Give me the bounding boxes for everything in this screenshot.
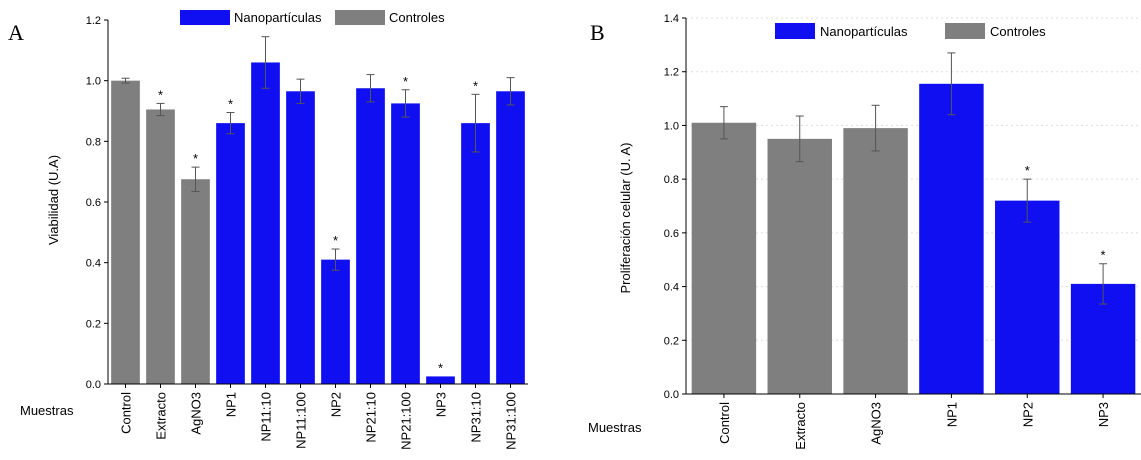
legend-swatch-nanoparticulas: [775, 23, 815, 39]
category-label: NP3: [434, 392, 449, 417]
y-tick-label: 0.8: [664, 174, 679, 186]
category-label: NP21:10: [364, 392, 379, 443]
bar-np21-100: [391, 103, 420, 385]
bar-np11-10: [251, 62, 280, 384]
category-label: NP1: [944, 402, 959, 427]
y-tick-label: 0.6: [664, 228, 679, 240]
bar-np31-100: [496, 91, 525, 385]
panel-b-grid: [686, 17, 1141, 341]
panel-a-x-axis-label: Muestras: [20, 403, 74, 418]
category-label: Extracto: [154, 392, 169, 440]
category-label: AgNO3: [189, 392, 204, 435]
category-label: NP2: [1020, 402, 1035, 427]
y-tick-label: 0.6: [86, 197, 101, 209]
y-tick-label: 0.0: [86, 379, 101, 391]
legend-label-controles: Controles: [389, 10, 445, 25]
y-tick-label: 0.2: [86, 318, 101, 330]
y-tick-label: 0.8: [86, 136, 101, 148]
panel-a-viability-chart: A Nanopartículas Controles Viabilidad (U…: [8, 10, 528, 450]
category-label: NP3: [1096, 402, 1111, 427]
legend-swatch-controles: [945, 23, 985, 39]
bar-extracto: [146, 109, 175, 384]
y-tick-label: 0.4: [86, 258, 101, 270]
panel-b-legend: Nanopartículas Controles: [775, 23, 1046, 39]
panel-b-y-axis-label: Proliferación celular (U. A): [618, 143, 633, 294]
legend-label-controles: Controles: [990, 24, 1046, 39]
significance-marker: *: [438, 360, 443, 375]
category-label: NP2: [329, 392, 344, 417]
bar-np11-100: [286, 91, 315, 385]
panel-b-x-axis-label: Muestras: [588, 420, 642, 435]
panel-a-label: A: [8, 20, 24, 45]
category-label: NP31:10: [469, 392, 484, 443]
bar-np31-10: [461, 123, 490, 384]
panel-a-legend: Nanopartículas Controles: [180, 10, 445, 25]
bar-extracto: [767, 138, 832, 394]
panel-a-y-ticks: 0.0 0.2 0.4 0.6 0.8 1.0 1.2: [86, 15, 108, 391]
legend-label-nanoparticulas: Nanopartículas: [234, 10, 322, 25]
panel-b-y-ticks: 0.0 0.2 0.4 0.6 0.8 1.0 1.2 1.4: [664, 13, 686, 401]
category-label: NP21:100: [399, 392, 414, 450]
bar-np21-10: [356, 88, 385, 384]
bar-np2: [321, 259, 350, 384]
panel-a-x-ticks: Control Extracto AgNO3 NP1 NP11:10 NP11:100 NP…: [119, 384, 519, 450]
bar-control: [111, 80, 140, 385]
category-label: Extracto: [793, 402, 808, 450]
y-tick-label: 0.4: [664, 282, 679, 294]
category-label: NP11:10: [259, 392, 274, 442]
panel-b-label: B: [590, 20, 605, 45]
bar-control: [691, 122, 757, 394]
significance-marker: *: [333, 233, 338, 248]
y-tick-label: 1.4: [664, 13, 679, 25]
y-tick-label: 1.0: [86, 76, 101, 88]
significance-marker: *: [1101, 248, 1106, 263]
legend-label-nanoparticulas: Nanopartículas: [820, 24, 908, 39]
legend-swatch-nanoparticulas: [180, 10, 230, 25]
significance-marker: *: [403, 74, 408, 89]
bar-np2: [995, 200, 1060, 394]
category-label: Control: [119, 392, 134, 434]
category-label: NP31:100: [504, 392, 519, 450]
y-tick-label: 1.2: [86, 15, 101, 27]
significance-marker: *: [1025, 163, 1030, 178]
bar-np3: [426, 376, 455, 384]
y-tick-label: 1.0: [664, 120, 679, 132]
category-label: Control: [717, 402, 732, 444]
panel-a-y-axis-label: Viabilidad (U.A): [46, 155, 61, 245]
legend-swatch-controles: [335, 10, 385, 25]
significance-marker: *: [158, 87, 163, 102]
bar-agno3: [843, 128, 908, 394]
significance-marker: *: [473, 78, 478, 93]
category-label: NP11:100: [294, 392, 309, 449]
panel-b-proliferation-chart: B Nanopartículas Controles Proliferación…: [588, 13, 1141, 450]
panel-b-bars: **: [691, 52, 1136, 395]
significance-marker: *: [228, 97, 233, 112]
panel-b-x-ticks: Control Extracto AgNO3 NP1 NP2 NP3: [717, 394, 1111, 450]
bar-agno3: [181, 179, 210, 384]
panel-a-bars: * * * * * * *: [111, 36, 525, 385]
y-tick-label: 0.2: [664, 335, 679, 347]
y-tick-label: 1.2: [664, 67, 679, 79]
bar-np1: [216, 123, 245, 384]
bar-np1: [919, 83, 984, 395]
category-label: NP1: [224, 392, 239, 417]
category-label: AgNO3: [869, 402, 884, 445]
y-tick-label: 0.0: [664, 389, 679, 401]
significance-marker: *: [193, 151, 198, 166]
